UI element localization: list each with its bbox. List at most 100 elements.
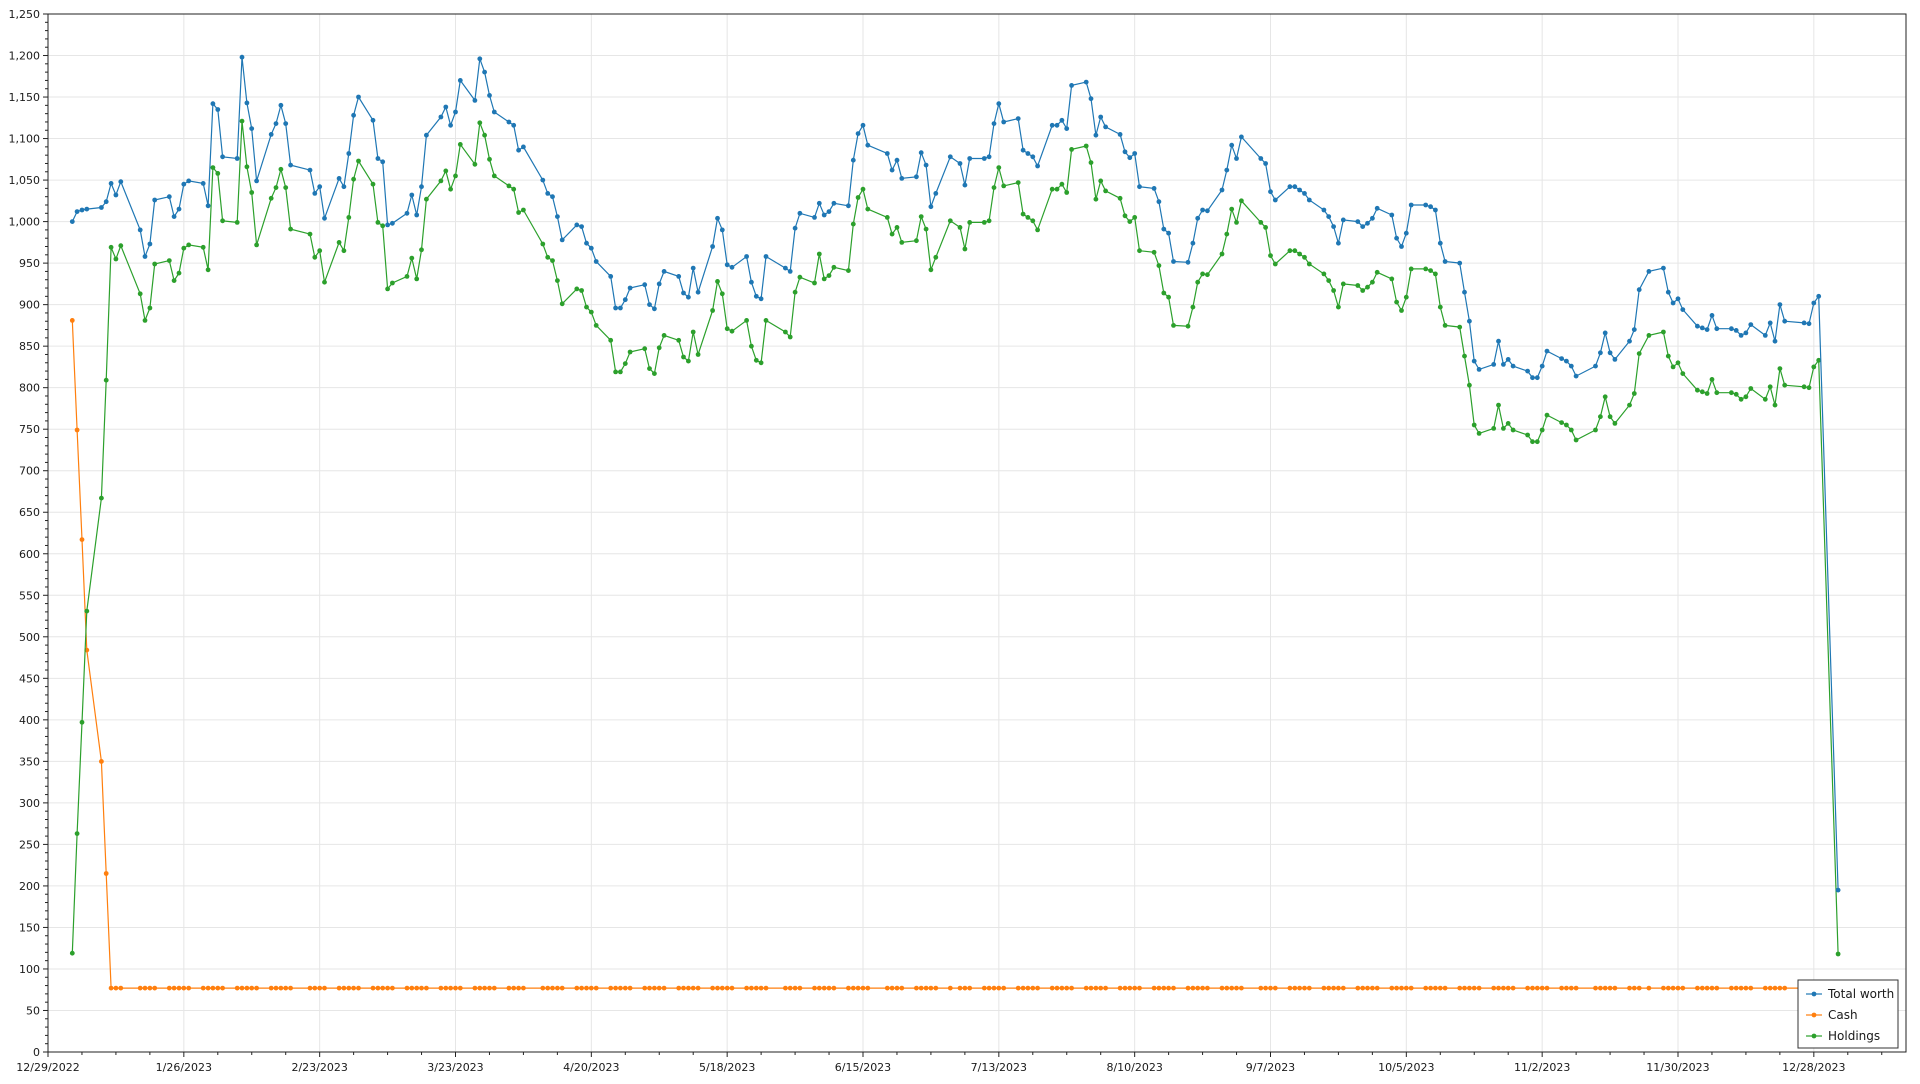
- data-point: [239, 118, 245, 124]
- data-point: [375, 220, 381, 225]
- data-point: [783, 329, 788, 335]
- data-point: [1733, 391, 1739, 397]
- y-tick-label: 400: [19, 714, 40, 727]
- data-point: [686, 358, 691, 364]
- data-point: [1263, 161, 1268, 166]
- data-point: [506, 183, 512, 189]
- data-point: [249, 985, 255, 991]
- data-point: [826, 209, 832, 215]
- data-point: [1049, 985, 1055, 991]
- data-point: [1714, 390, 1720, 396]
- data-point: [1117, 195, 1123, 201]
- data-point: [1103, 124, 1108, 130]
- data-point: [1326, 278, 1332, 283]
- data-point: [1020, 147, 1026, 153]
- data-point: [1224, 167, 1230, 173]
- data-point: [108, 985, 114, 991]
- data-point: [1059, 181, 1065, 187]
- y-tick-label: 900: [19, 299, 40, 312]
- data-point: [865, 142, 871, 148]
- y-tick-label: 950: [19, 257, 40, 270]
- y-tick-label: 650: [19, 506, 40, 519]
- x-tick-label: 12/28/2023: [1782, 1061, 1845, 1074]
- data-point: [1738, 985, 1744, 991]
- data-point: [210, 165, 216, 171]
- data-point: [414, 212, 420, 218]
- data-point: [346, 151, 352, 156]
- data-point: [1171, 985, 1176, 991]
- data-point: [1476, 367, 1482, 372]
- data-point: [346, 985, 352, 991]
- data-point: [1268, 189, 1273, 195]
- data-point: [1534, 985, 1540, 991]
- y-tick-label: 800: [19, 382, 40, 395]
- data-point: [1476, 985, 1482, 991]
- y-tick-label: 450: [19, 672, 40, 685]
- data-point: [176, 206, 182, 212]
- data-point: [1015, 985, 1021, 991]
- data-point: [1195, 215, 1201, 221]
- data-point: [1559, 985, 1564, 991]
- data-point: [783, 985, 788, 991]
- legend-label: Total worth: [1827, 987, 1894, 1001]
- data-point: [1093, 985, 1099, 991]
- data-point: [1510, 985, 1516, 991]
- data-point: [1695, 323, 1700, 329]
- data-point: [220, 218, 226, 224]
- data-point: [1772, 338, 1778, 344]
- data-point: [404, 274, 410, 279]
- data-point: [307, 985, 313, 991]
- data-point: [1530, 985, 1535, 991]
- data-point: [147, 985, 153, 991]
- data-point: [1190, 985, 1196, 991]
- x-tick-label: 6/15/2023: [835, 1061, 891, 1074]
- data-point: [627, 285, 633, 291]
- data-point: [1762, 333, 1768, 338]
- data-point: [1331, 224, 1336, 230]
- data-point: [1088, 160, 1094, 166]
- data-point: [1670, 364, 1676, 370]
- data-point: [981, 156, 987, 161]
- data-point: [1680, 985, 1686, 991]
- data-point: [1704, 327, 1710, 332]
- data-point: [545, 191, 551, 196]
- data-point: [831, 200, 837, 206]
- data-point: [1457, 324, 1463, 330]
- data-point: [409, 985, 415, 991]
- data-point: [1738, 333, 1744, 338]
- data-point: [118, 985, 124, 991]
- data-point: [1602, 985, 1608, 991]
- data-point: [695, 289, 701, 295]
- data-point: [200, 181, 206, 186]
- data-point: [1699, 985, 1705, 991]
- data-point: [152, 197, 158, 203]
- data-point: [166, 985, 172, 991]
- data-point: [1219, 251, 1225, 257]
- data-point: [414, 985, 420, 991]
- data-point: [1573, 985, 1579, 991]
- data-point: [1806, 321, 1812, 327]
- data-point: [676, 985, 682, 991]
- data-point: [1607, 985, 1613, 991]
- data-point: [729, 264, 735, 270]
- data-point: [763, 254, 769, 259]
- data-point: [1476, 431, 1482, 436]
- data-point: [1336, 985, 1341, 991]
- data-point: [404, 210, 410, 216]
- data-point: [1336, 304, 1341, 310]
- data-point: [351, 112, 356, 118]
- data-point: [1234, 220, 1239, 225]
- x-tick-label: 2/23/2023: [291, 1061, 347, 1074]
- data-point: [1234, 156, 1239, 161]
- data-point: [1365, 985, 1370, 991]
- data-point: [511, 985, 517, 991]
- data-point: [690, 985, 696, 991]
- data-point: [380, 985, 386, 991]
- data-point: [1161, 985, 1167, 991]
- data-point: [1602, 330, 1608, 336]
- data-point: [234, 156, 240, 161]
- data-point: [1374, 985, 1380, 991]
- data-point: [1627, 402, 1632, 408]
- data-point: [487, 93, 492, 98]
- data-point: [84, 206, 90, 212]
